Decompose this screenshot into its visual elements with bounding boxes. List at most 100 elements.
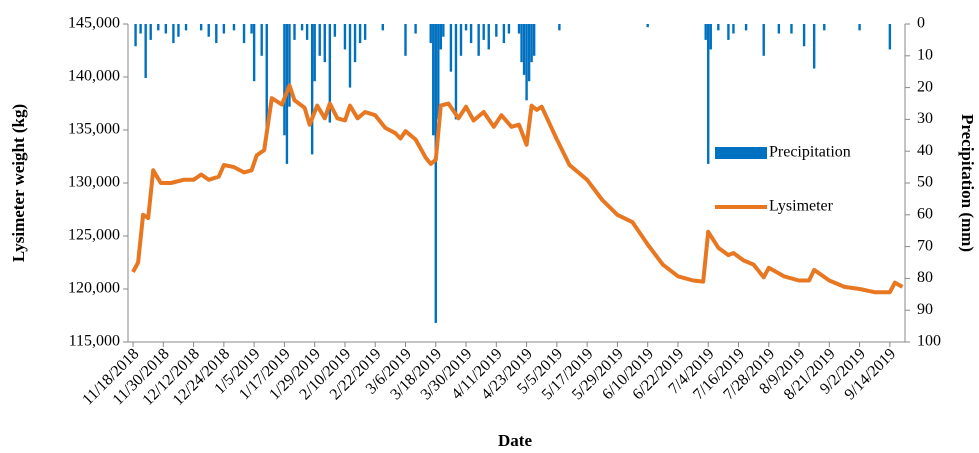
precipitation-bar — [172, 24, 175, 44]
precipitation-bar — [404, 24, 407, 56]
precipitation-bar — [459, 24, 463, 56]
y2-tick-label: 70 — [917, 237, 933, 254]
precipitation-bar — [414, 24, 417, 34]
y-tick-label: 125,000 — [68, 227, 120, 244]
precipitation-bar — [283, 24, 286, 136]
precipitation-bar — [482, 24, 485, 40]
precipitation-bar — [232, 24, 236, 31]
precipitation-bar — [242, 24, 246, 44]
precipitation-bar — [439, 24, 443, 50]
precipitation-bar — [343, 24, 347, 50]
precipitation-bar — [449, 24, 453, 72]
precipitation-bar — [260, 24, 263, 56]
precipitation-bar — [646, 24, 649, 28]
precipitation-bar — [812, 24, 816, 69]
precipitation-bar — [164, 24, 168, 34]
precipitation-bar — [558, 24, 561, 31]
precipitation-bar — [333, 24, 337, 37]
precipitation-bar — [532, 24, 536, 56]
precipitation-bar — [358, 24, 362, 44]
y2-tick-label: 100 — [917, 333, 941, 350]
y2-tick-label: 10 — [917, 46, 933, 63]
precipitation-bar — [487, 24, 490, 50]
precipitation-bar — [134, 24, 137, 47]
precipitation-bar — [310, 24, 314, 155]
y2-tick-label: 50 — [917, 174, 933, 191]
precipitation-bar — [328, 24, 332, 123]
precipitation-bar — [495, 24, 498, 37]
y2-tick-label: 40 — [917, 142, 933, 159]
precipitation-bar — [215, 24, 218, 44]
precipitation-bar — [454, 24, 458, 120]
y2-tick-label: 30 — [917, 110, 933, 127]
precipitation-bar — [305, 24, 309, 40]
precipitation-bar — [323, 24, 326, 63]
precipitation-bar — [823, 24, 826, 31]
precipitation-bar — [429, 24, 432, 44]
precipitation-bar — [777, 24, 781, 34]
y-tick-label: 130,000 — [68, 174, 120, 191]
precipitation-bar — [704, 24, 707, 40]
precipitation-bar — [709, 24, 712, 50]
x-axis-title: Date — [498, 431, 532, 450]
y-tick-label: 120,000 — [68, 280, 120, 297]
precipitation-bar — [717, 24, 720, 31]
precipitation-bar — [525, 24, 528, 101]
precipitation-bar — [139, 24, 142, 34]
precipitation-bar — [522, 24, 526, 75]
precipitation-bar — [207, 24, 210, 37]
precipitation-bar — [477, 24, 480, 56]
y-axis-title: Lysimeter weight (kg) — [9, 104, 28, 262]
precipitation-bar — [442, 24, 445, 37]
precipitation-bar — [858, 24, 861, 31]
precipitation-bar — [222, 24, 226, 34]
precipitation-bar — [527, 24, 531, 82]
precipitation-bar — [802, 24, 806, 47]
precipitation-bar — [464, 24, 468, 31]
precipitation-bar — [744, 24, 748, 31]
precipitation-bar — [250, 24, 253, 34]
precipitation-bar — [469, 24, 473, 44]
y2-axis-title: Precipitation (mm) — [958, 114, 977, 252]
precipitation-bar — [502, 24, 506, 44]
y-tick-label: 140,000 — [68, 68, 120, 85]
precipitation-bar — [144, 24, 147, 79]
precipitation-bar — [790, 24, 793, 34]
precipitation-bar — [288, 24, 291, 107]
precipitation-bar — [363, 24, 367, 40]
precipitation-bar — [762, 24, 765, 56]
y2-tick-label: 80 — [917, 269, 933, 286]
lysimeter-line — [131, 83, 904, 295]
precipitation-bar — [437, 24, 440, 120]
y-tick-label: 115,000 — [69, 333, 120, 350]
precipitation-bar — [184, 24, 188, 31]
precipitation-bar — [157, 24, 160, 31]
precipitation-bar — [353, 24, 357, 63]
precipitation-bar — [707, 24, 710, 164]
precipitation-bar — [381, 24, 384, 31]
precipitation-bar — [177, 24, 180, 37]
precipitation-bar — [727, 24, 730, 40]
precipitation-bar — [888, 24, 892, 50]
y-tick-label: 145,000 — [68, 15, 120, 32]
precipitation-bar — [293, 24, 296, 40]
legend-label: Precipitation — [769, 144, 851, 161]
precipitation-bar — [432, 24, 435, 136]
precipitation-bar — [520, 24, 523, 63]
y2-tick-label: 60 — [917, 205, 933, 222]
precipitation-bar — [348, 24, 352, 88]
precipitation-bar — [530, 24, 533, 63]
y-tick-label: 135,000 — [68, 121, 120, 138]
y2-tick-label: 20 — [917, 78, 933, 95]
precipitation-bar — [149, 24, 152, 40]
precipitation-bar — [300, 24, 304, 31]
legend-swatch — [715, 147, 767, 159]
precipitation-bar — [732, 24, 735, 34]
precipitation-bar — [265, 24, 268, 133]
precipitation-bar — [318, 24, 321, 56]
y2-tick-label: 90 — [917, 301, 933, 318]
precipitation-bar — [517, 24, 521, 34]
precipitation-bar — [199, 24, 203, 31]
